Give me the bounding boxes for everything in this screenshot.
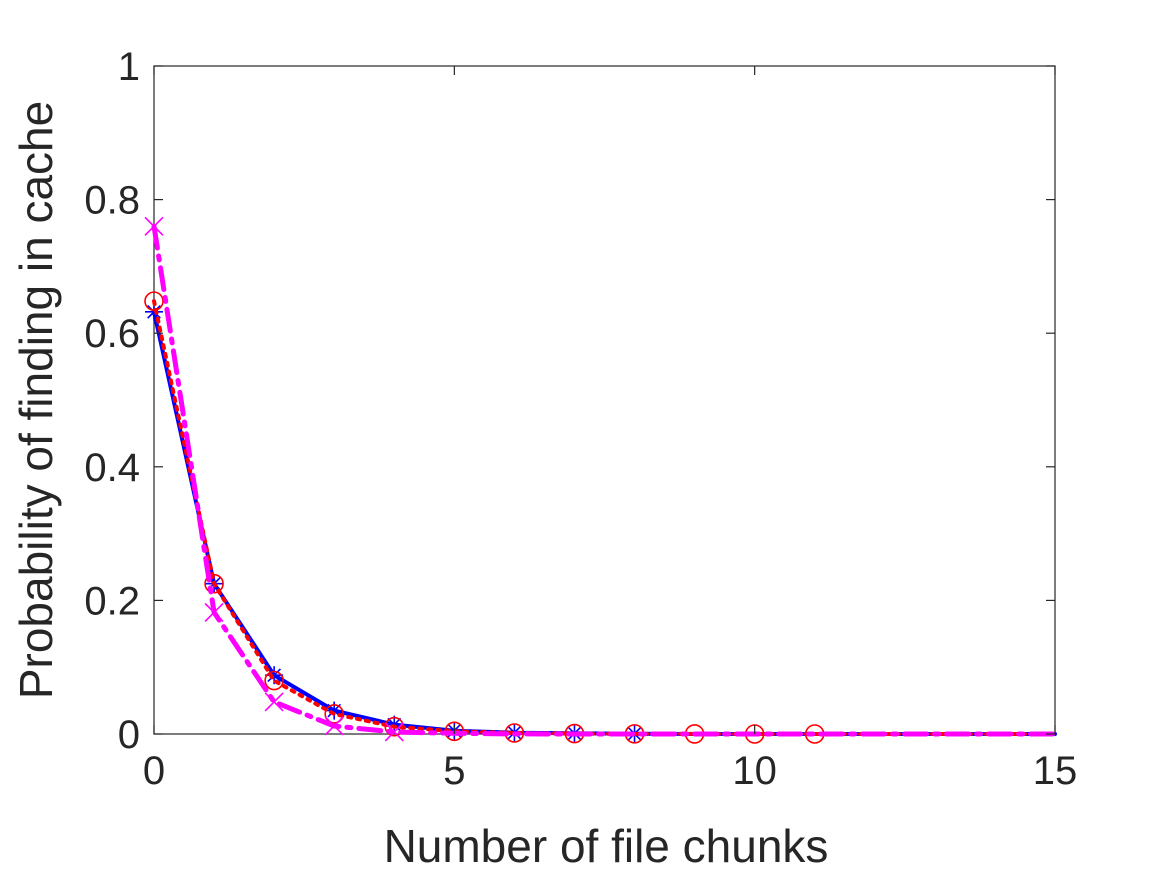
- axis-ticks: 0 5 10 15 0 0.2 0.4 0.6 0.8 1: [84, 45, 1077, 793]
- circle-marker: [204, 573, 224, 594]
- data-point-series-3: [384, 722, 404, 742]
- x-tick-label: 15: [1033, 749, 1078, 793]
- data-point-series-2: [384, 716, 405, 737]
- x-tick-label: 10: [732, 749, 777, 793]
- plot-area: [153, 65, 1056, 735]
- data-point-series-3: [324, 716, 344, 736]
- plot-box: [153, 65, 1056, 735]
- y-tick-label: 0.6: [84, 312, 140, 356]
- data-point-series-2: [204, 573, 224, 594]
- cross-marker-stroke: [384, 722, 404, 742]
- x-tick-label: 0: [143, 749, 165, 793]
- asterisk-marker-stroke: [267, 668, 281, 683]
- circle-marker: [324, 704, 345, 724]
- circle-marker: [264, 670, 284, 691]
- y-tick-label: 1: [118, 45, 140, 89]
- data-point-series-3: [204, 602, 224, 622]
- data-point-series-3: [264, 692, 284, 712]
- asterisk-marker-stroke: [147, 304, 161, 319]
- y-tick-label: 0.8: [84, 179, 140, 223]
- x-tick-label: 5: [443, 749, 465, 793]
- circle-marker: [144, 291, 164, 311]
- data-point-series-2: [144, 291, 164, 311]
- data-point-series-2: [264, 670, 284, 691]
- cross-marker-stroke: [324, 716, 344, 736]
- series-line-3: [151, 223, 1058, 737]
- y-axis-title: Probability of finding in cache: [10, 101, 62, 699]
- y-tick-label: 0: [118, 713, 140, 757]
- data-point-series-2: [324, 704, 345, 724]
- cross-marker-stroke: [264, 692, 284, 712]
- cross-marker-stroke: [204, 602, 224, 622]
- data-point-series-1: [265, 666, 284, 685]
- series-layer: [144, 216, 1058, 744]
- cross-marker-stroke: [144, 216, 164, 236]
- data-point-series-3: [144, 216, 164, 236]
- circle-marker: [384, 716, 405, 737]
- x-axis-title: Number of file chunks: [384, 820, 829, 872]
- y-tick-label: 0.4: [84, 446, 140, 490]
- y-tick-label: 0.2: [84, 579, 140, 623]
